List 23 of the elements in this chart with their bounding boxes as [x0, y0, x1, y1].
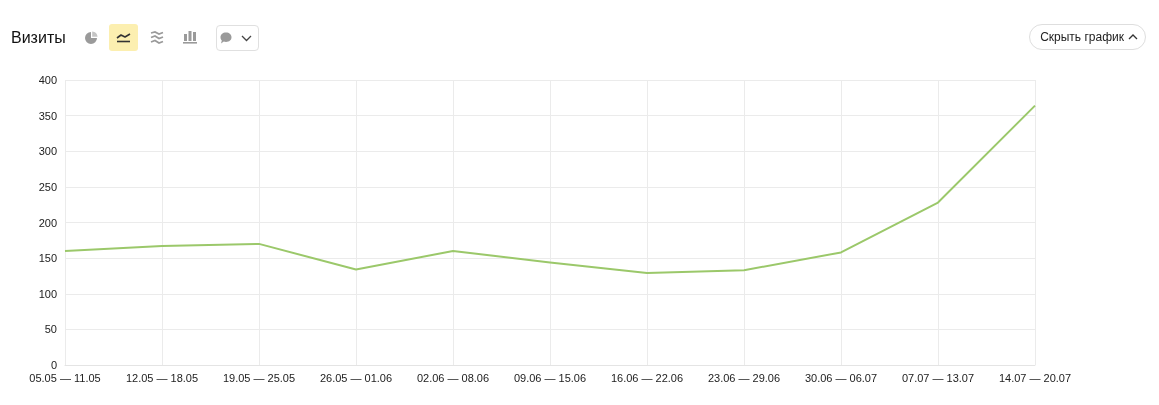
- chart-title: Визиты: [11, 28, 66, 46]
- x-tick-label: 26.05 — 01.06: [319, 371, 393, 384]
- x-tick-label: 30.06 — 06.07: [804, 371, 878, 384]
- y-tick-label: 200: [38, 216, 57, 229]
- y-tick-label: 50: [44, 323, 57, 336]
- x-tick-label: 14.07 — 20.07: [998, 371, 1072, 384]
- y-tick-label: 100: [38, 287, 57, 300]
- x-tick-label: 09.06 — 15.06: [513, 371, 587, 384]
- x-tick-label: 07.07 — 13.07: [901, 371, 975, 384]
- x-tick-label: 02.06 — 08.06: [416, 371, 490, 384]
- y-tick-label: 400: [38, 74, 57, 86]
- line-series: [64, 104, 1036, 275]
- x-tick-label: 16.06 — 22.06: [610, 371, 684, 384]
- y-tick-label: 250: [38, 180, 57, 193]
- x-tick-label: 05.05 — 11.05: [29, 371, 101, 384]
- y-tick-label: 150: [38, 252, 57, 265]
- y-tick-label: 0: [50, 359, 57, 371]
- x-tick-label: 23.06 — 29.06: [707, 371, 781, 384]
- x-tick-label: 12.05 — 18.05: [125, 371, 199, 384]
- y-tick-label: 300: [38, 145, 57, 158]
- y-tick-label: 350: [38, 109, 57, 122]
- toggle-button: Скрыть график: [1029, 24, 1146, 50]
- x-tick-label: 19.05 — 25.05: [222, 371, 296, 384]
